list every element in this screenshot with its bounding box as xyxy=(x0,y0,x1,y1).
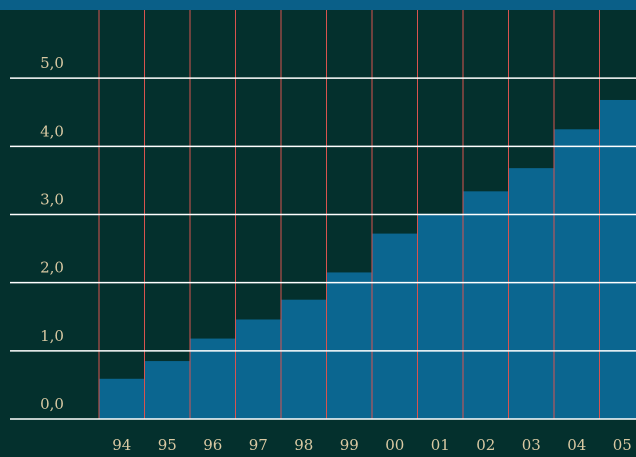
y-tick-label: 3,0 xyxy=(40,191,64,209)
y-tick-label: 0,0 xyxy=(40,395,64,413)
top-band xyxy=(0,0,636,10)
bar xyxy=(599,99,636,419)
y-tick-label: 4,0 xyxy=(40,122,64,140)
x-tick-label: 04 xyxy=(567,436,586,454)
y-tick-label: 2,0 xyxy=(40,259,64,277)
x-tick-label: 97 xyxy=(249,436,268,454)
bar xyxy=(554,129,600,419)
bar xyxy=(463,191,509,419)
x-tick-label: 02 xyxy=(476,436,495,454)
y-tick-label: 5,0 xyxy=(40,54,64,72)
x-tick-label: 95 xyxy=(158,436,177,454)
x-tick-label: 05 xyxy=(613,436,632,454)
bar xyxy=(235,319,281,419)
x-tick-label: 96 xyxy=(203,436,222,454)
bar xyxy=(508,168,554,419)
x-tick-label: 00 xyxy=(385,436,404,454)
bar xyxy=(144,361,190,419)
bar xyxy=(281,299,327,419)
bar xyxy=(99,378,145,419)
bar xyxy=(417,213,463,419)
y-tick-label: 1,0 xyxy=(40,327,64,345)
x-tick-label: 98 xyxy=(294,436,313,454)
x-tick-label: 03 xyxy=(522,436,541,454)
x-tick-label: 01 xyxy=(431,436,450,454)
bar xyxy=(326,272,372,419)
bar xyxy=(372,233,418,419)
x-tick-label: 94 xyxy=(112,436,131,454)
x-tick-label: 99 xyxy=(340,436,359,454)
bar xyxy=(190,338,236,419)
